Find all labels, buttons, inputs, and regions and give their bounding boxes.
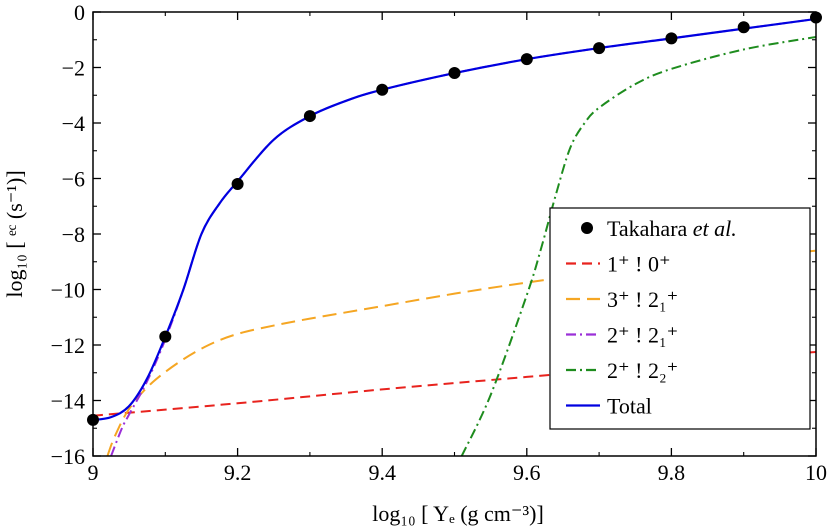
y-tick-label: −8: [62, 222, 85, 247]
legend-label: 1⁺ ! 0⁺: [607, 252, 671, 277]
x-axis-label: log₁₀ [ Yₑ (g cm⁻³)]: [372, 501, 544, 526]
takahara-data-point: [593, 42, 606, 55]
x-tick-label: 9.2: [224, 460, 252, 485]
y-tick-label: −4: [62, 111, 85, 136]
y-axis: 0 −2 −4 −6 −8 −10 −12 −14 −16: [51, 0, 816, 469]
takahara-data-point: [665, 32, 678, 45]
takahara-data-point: [448, 67, 461, 80]
y-tick-label: 0: [74, 0, 85, 25]
takahara-data-point: [376, 83, 389, 96]
x-tick-label: 9.6: [513, 460, 541, 485]
y-tick-label: −14: [51, 389, 85, 414]
legend-label: 3⁺ ! 2₁⁺: [607, 287, 678, 312]
takahara-data-point: [231, 178, 244, 191]
points-layer: [87, 11, 822, 426]
y-tick-label: −12: [51, 333, 85, 358]
series-line-4: [460, 35, 816, 456]
x-tick-label: 9.8: [658, 460, 686, 485]
x-tick-label: 9: [88, 460, 99, 485]
legend-label: Total: [607, 394, 652, 419]
legend-box: [549, 207, 811, 430]
x-axis: 9 9.2 9.4 9.6 9.8 10: [88, 12, 827, 485]
y-axis-label: log₁₀ [ ᵉᶜ (s⁻¹)]: [2, 170, 27, 297]
y-tick-label: −16: [51, 444, 85, 469]
legend-label: 2⁺ ! 2₁⁺: [607, 323, 678, 348]
legend-label: 2⁺ ! 2₂⁺: [607, 358, 678, 383]
y-tick-label: −6: [62, 167, 85, 192]
y-tick-label: −2: [62, 56, 85, 81]
x-tick-label: 9.4: [368, 460, 396, 485]
takahara-data-point: [159, 330, 172, 343]
x-tick-label: 10: [805, 460, 827, 485]
takahara-data-point: [303, 110, 316, 123]
series-line-5: [93, 17, 816, 422]
legend: Takahara et al. 1⁺ ! 0⁺ 3⁺ ! 2₁⁺ 2⁺ ! 2₁⁺ 2⁺…: [549, 207, 811, 430]
legend-label: Takahara et al.: [607, 216, 737, 241]
takahara-data-point: [737, 21, 750, 34]
legend-marker: [581, 222, 593, 234]
y-tick-label: −10: [51, 278, 85, 303]
takahara-data-point: [520, 53, 533, 66]
